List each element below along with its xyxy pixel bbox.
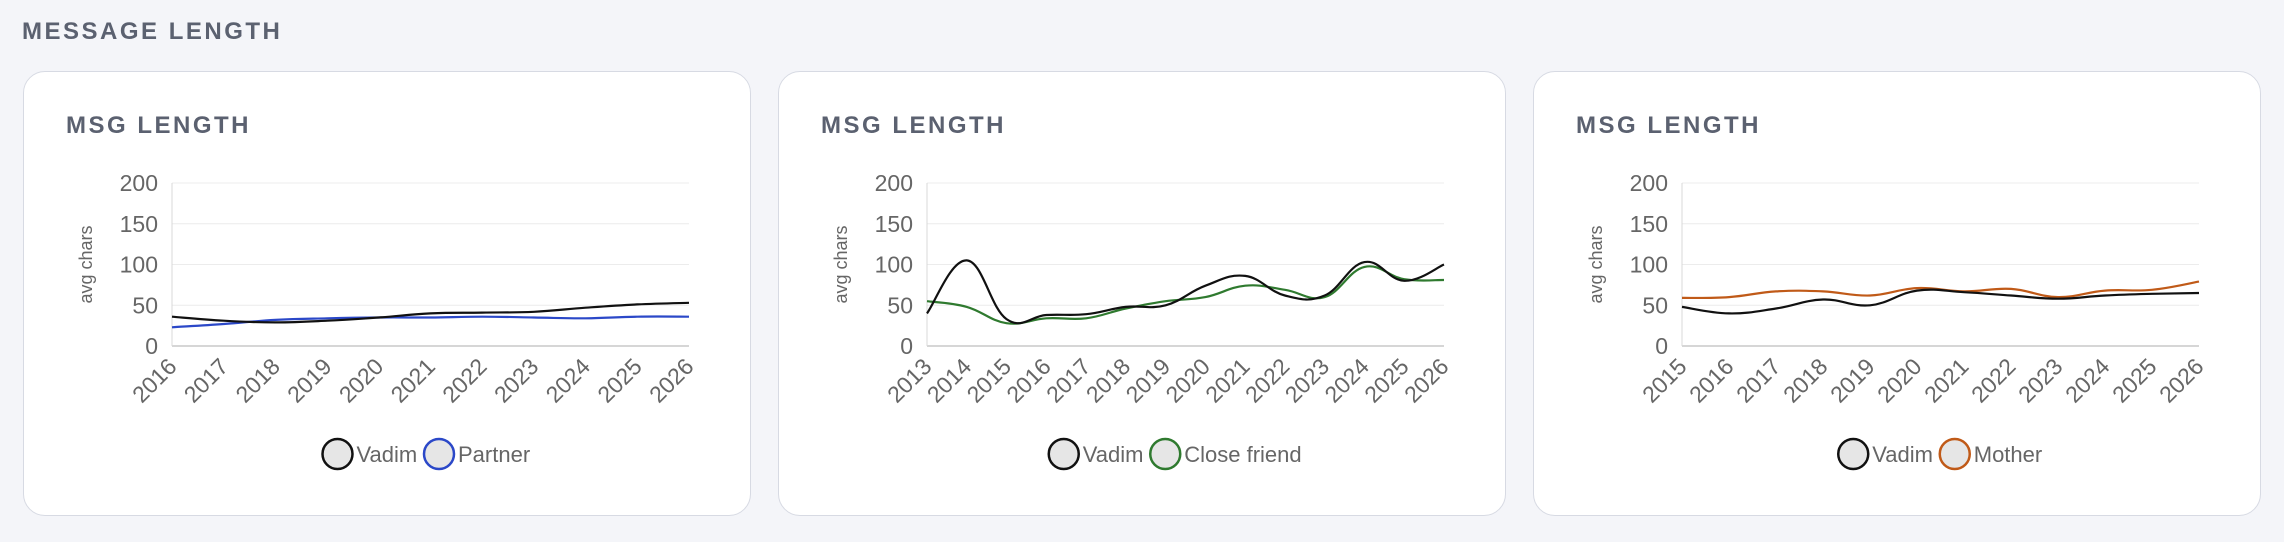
x-tick-label: 2020 — [334, 353, 389, 408]
series-line-close-friend — [926, 265, 1445, 325]
legend-marker — [1149, 437, 1182, 471]
chart-card: MSG LENGTH 0 50 100 150 200 avg chars 2013 2014… — [778, 71, 1506, 516]
x-tick-label: 2019 — [1825, 353, 1880, 408]
y-axis-label: avg chars — [1586, 225, 1606, 303]
legend-item[interactable]: Vadim — [1837, 437, 1933, 471]
x-tick-label: 2020 — [1872, 353, 1927, 408]
legend-marker — [1837, 437, 1870, 471]
y-tick-label: 50 — [132, 292, 158, 318]
legend-item[interactable]: Mother — [1938, 437, 2042, 471]
x-tick-label: 2019 — [1121, 353, 1176, 408]
legend-marker — [321, 437, 354, 471]
x-tick-label: 2025 — [592, 353, 647, 408]
x-tick-label: 2022 — [1966, 353, 2021, 408]
x-tick-label: 2016 — [1001, 353, 1056, 408]
legend-label: Vadim — [357, 442, 418, 467]
x-tick-label: 2017 — [1041, 353, 1096, 408]
legend-item[interactable]: Vadim — [1047, 437, 1144, 471]
x-tick-label: 2015 — [962, 353, 1017, 408]
x-tick-label: 2018 — [1081, 353, 1136, 408]
legend-marker — [422, 437, 456, 471]
legend-item[interactable]: Vadim — [321, 437, 418, 471]
x-tick-label: 2017 — [1731, 353, 1786, 408]
chart-card: MSG LENGTH 0 50 100 150 200 avg chars 2016 2017… — [23, 71, 751, 516]
x-tick-label: 2024 — [541, 353, 596, 408]
legend-label: Mother — [1974, 442, 2042, 467]
section-title: MESSAGE LENGTH — [22, 18, 283, 45]
x-tick-label: 2020 — [1160, 353, 1215, 408]
legend-label: Partner — [458, 442, 530, 467]
x-tick-label: 2022 — [437, 353, 492, 408]
legend-marker — [1938, 437, 1971, 471]
legend-label: Close friend — [1184, 442, 1301, 467]
y-tick-label: 200 — [1630, 170, 1668, 196]
x-tick-label: 2016 — [1684, 353, 1739, 408]
x-tick-label: 2018 — [230, 353, 285, 408]
y-tick-label: 100 — [120, 252, 158, 278]
x-tick-label: 2021 — [385, 353, 440, 408]
x-tick-label: 2026 — [1399, 353, 1454, 408]
y-tick-label: 200 — [120, 170, 158, 196]
y-tick-label: 150 — [120, 211, 158, 237]
chart-card: MSG LENGTH 0 50 100 150 200 avg chars 2015 2016… — [1533, 71, 2261, 516]
card-title: MSG LENGTH — [821, 112, 1006, 139]
x-tick-label: 2025 — [1359, 353, 1414, 408]
x-tick-label: 2022 — [1240, 353, 1295, 408]
x-tick-label: 2026 — [2154, 353, 2209, 408]
x-tick-label: 2021 — [1919, 353, 1974, 408]
legend-label: Vadim — [1083, 442, 1144, 467]
x-tick-label: 2015 — [1637, 353, 1692, 408]
y-tick-label: 150 — [875, 211, 913, 237]
x-tick-label: 2018 — [1778, 353, 1833, 408]
x-tick-label: 2023 — [2013, 353, 2068, 408]
y-tick-label: 0 — [1655, 333, 1668, 359]
line-chart: 0 50 100 150 200 avg chars 2015201620172018201… — [1586, 170, 2209, 471]
legend-marker — [1047, 437, 1080, 471]
legend-label: Vadim — [1872, 442, 1933, 467]
y-tick-label: 0 — [900, 333, 913, 359]
y-tick-label: 50 — [1642, 292, 1668, 318]
series-line-vadim — [171, 301, 690, 324]
y-tick-label: 150 — [1630, 211, 1668, 237]
series-line-vadim — [1681, 288, 2200, 315]
x-tick-label: 2023 — [1280, 353, 1335, 408]
y-tick-label: 200 — [875, 170, 913, 196]
y-tick-label: 100 — [1630, 252, 1668, 278]
x-tick-label: 2023 — [489, 353, 544, 408]
y-tick-label: 0 — [145, 333, 158, 359]
legend-item[interactable]: Close friend — [1149, 437, 1302, 471]
x-tick-label: 2019 — [282, 353, 337, 408]
y-axis-label: avg chars — [76, 225, 96, 303]
x-tick-label: 2026 — [644, 353, 699, 408]
y-axis-label: avg chars — [831, 225, 851, 303]
y-tick-label: 100 — [875, 252, 913, 278]
x-tick-label: 2014 — [922, 353, 977, 408]
y-tick-label: 50 — [887, 292, 913, 318]
x-tick-label: 2024 — [2060, 353, 2115, 408]
x-tick-label: 2016 — [127, 353, 182, 408]
series-line-partner — [171, 315, 690, 329]
card-title: MSG LENGTH — [66, 112, 251, 139]
x-tick-label: 2021 — [1200, 353, 1255, 408]
x-tick-label: 2024 — [1319, 353, 1374, 408]
x-tick-label: 2025 — [2107, 353, 2162, 408]
series-line-vadim — [926, 259, 1445, 325]
legend-item[interactable]: Partner — [422, 437, 530, 471]
card-title: MSG LENGTH — [1576, 112, 1761, 139]
x-tick-label: 2017 — [179, 353, 234, 408]
x-tick-label: 2013 — [882, 353, 937, 408]
